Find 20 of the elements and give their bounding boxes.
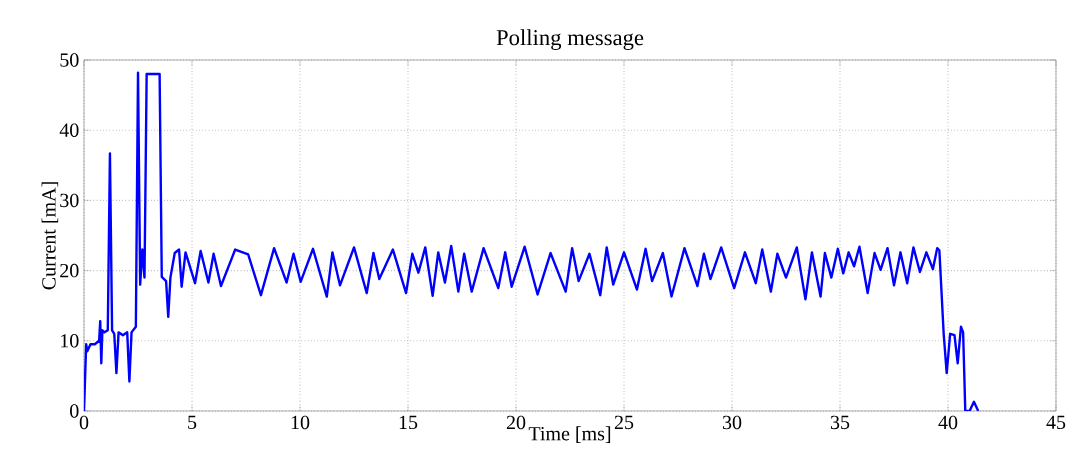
chart-title: Polling message	[496, 29, 644, 50]
x-tick-label: 45	[1046, 415, 1066, 430]
y-tick-label: 10	[61, 334, 79, 348]
y-tick-label: 40	[59, 123, 79, 137]
y-axis-title: Current [mA]	[41, 182, 59, 290]
x-tick-label: 25	[614, 415, 634, 430]
y-tick-label: 0	[70, 404, 79, 418]
x-tick-label: 5	[188, 415, 197, 429]
y-tick-label: 30	[60, 193, 79, 208]
x-tick-label: 15	[399, 415, 418, 430]
x-tick-label: 40	[938, 415, 958, 430]
line-series	[84, 71, 980, 411]
x-tick-label: 35	[830, 415, 850, 430]
x-axis-title: Time [ms]	[528, 426, 611, 443]
x-tick-label: 30	[722, 415, 742, 430]
x-tick-label: 0	[79, 415, 89, 430]
y-tick-label: 20	[60, 263, 79, 278]
y-tick-label: 50	[60, 53, 79, 67]
x-tick-label: 20	[506, 415, 526, 430]
x-tick-label: 10	[291, 415, 310, 430]
